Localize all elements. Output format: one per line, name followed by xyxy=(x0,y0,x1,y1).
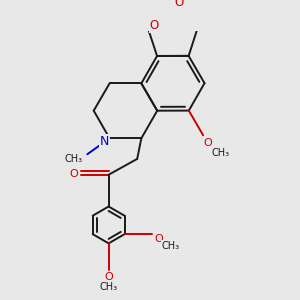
Text: O: O xyxy=(149,20,159,32)
Text: O: O xyxy=(104,272,113,282)
Text: O: O xyxy=(154,234,163,244)
Text: CH₃: CH₃ xyxy=(100,282,118,292)
Text: CH₃: CH₃ xyxy=(65,154,83,164)
Text: N: N xyxy=(100,135,110,148)
Text: O: O xyxy=(204,138,212,148)
Text: CH₃: CH₃ xyxy=(212,148,230,158)
Text: CH₃: CH₃ xyxy=(162,241,180,251)
Text: O: O xyxy=(69,169,78,179)
Text: O: O xyxy=(175,0,184,9)
